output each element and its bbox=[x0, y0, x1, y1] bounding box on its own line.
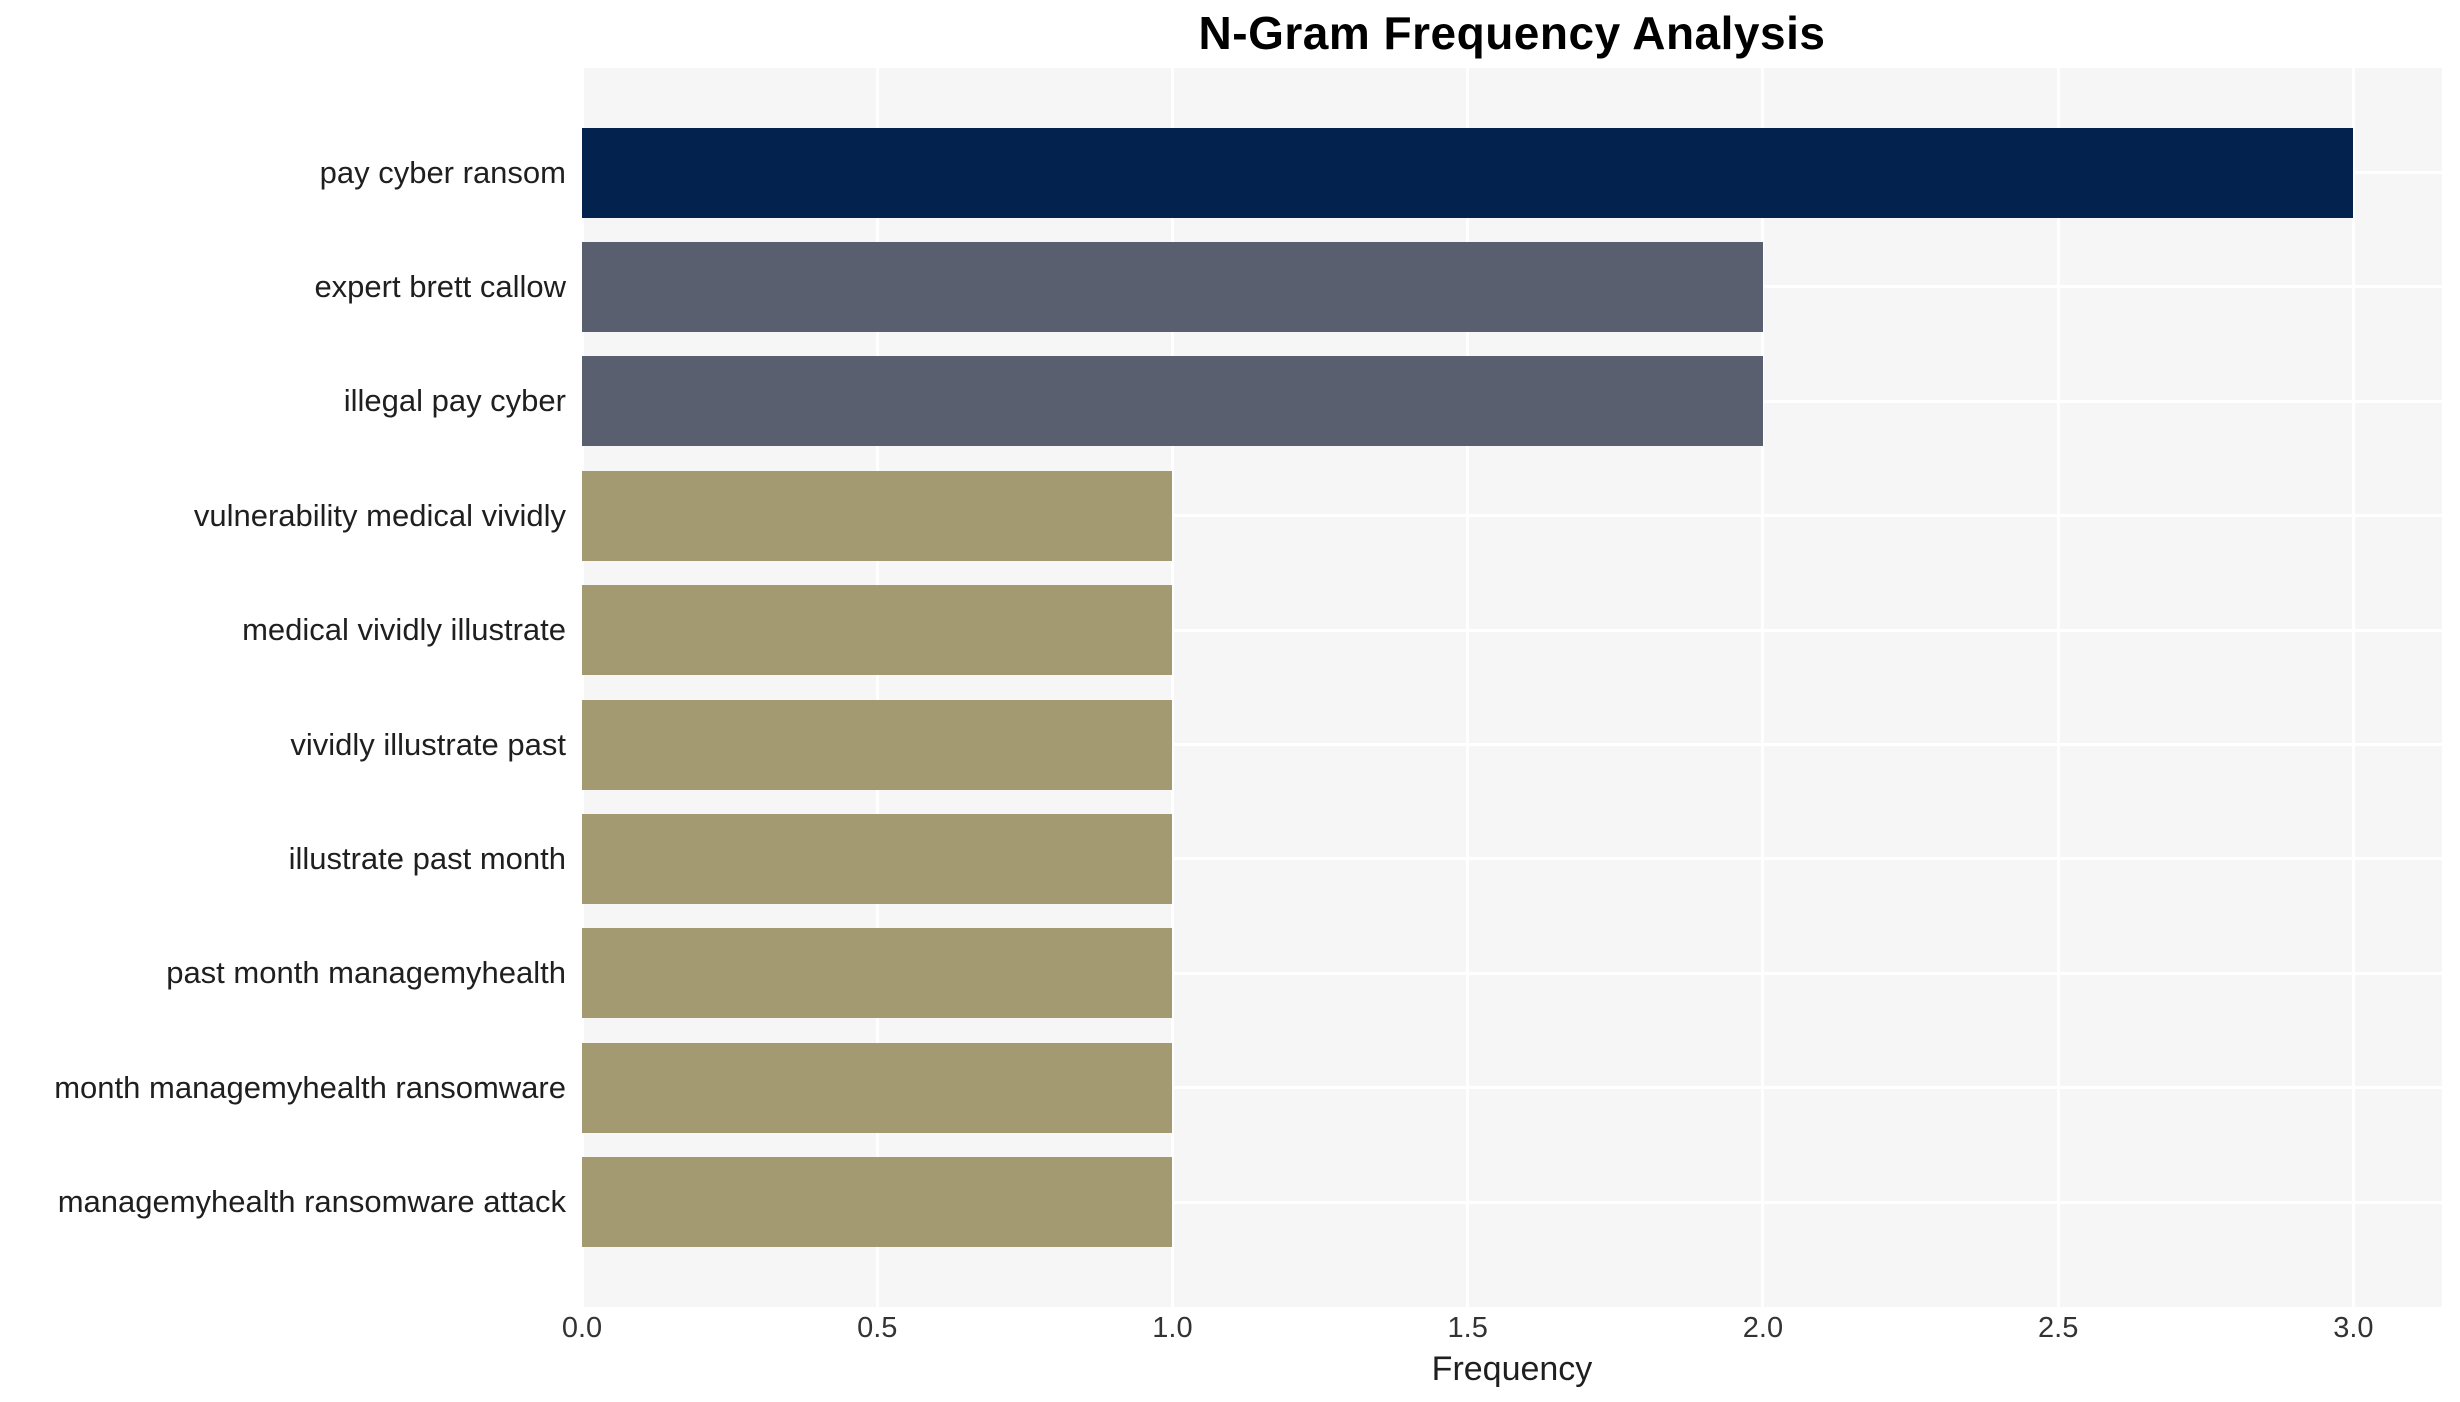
chart-title: N-Gram Frequency Analysis bbox=[1198, 7, 1826, 59]
bar bbox=[582, 813, 1173, 904]
bar bbox=[582, 470, 1173, 561]
gridline-vertical bbox=[580, 68, 584, 1307]
gridline-vertical bbox=[2056, 68, 2060, 1307]
gridline-vertical bbox=[875, 68, 879, 1307]
x-axis-tick-label: 1.0 bbox=[1152, 1312, 1193, 1344]
y-axis-label: pay cyber ransom bbox=[319, 154, 566, 190]
y-axis-label: managemyhealth ransomware attack bbox=[57, 1184, 566, 1220]
y-axis-label: vividly illustrate past bbox=[290, 726, 566, 762]
bar bbox=[582, 928, 1173, 1019]
gridline-horizontal bbox=[582, 628, 2442, 632]
x-axis-tick-label: 2.5 bbox=[2038, 1312, 2079, 1344]
x-axis-tick-label: 3.0 bbox=[2333, 1312, 2374, 1344]
bar bbox=[582, 699, 1173, 790]
y-axis-label: illustrate past month bbox=[288, 840, 566, 876]
gridline-horizontal bbox=[582, 971, 2442, 975]
x-axis-tick-label: 0.5 bbox=[857, 1312, 898, 1344]
y-axis-label: illegal pay cyber bbox=[343, 383, 566, 419]
gridline-horizontal bbox=[582, 1086, 2442, 1090]
gridline-horizontal bbox=[582, 743, 2442, 746]
x-axis-tick-label: 0.0 bbox=[561, 1312, 603, 1344]
x-axis-tick-label: 2.0 bbox=[1742, 1312, 1784, 1344]
y-axis-label: month managemyhealth ransomware bbox=[54, 1069, 566, 1105]
gridline-vertical bbox=[2351, 68, 2355, 1307]
y-axis-label: medical vividly illustrate bbox=[242, 612, 566, 648]
bar bbox=[582, 1157, 1173, 1248]
x-axis-title: Frequency bbox=[1431, 1350, 1593, 1388]
plot-area bbox=[580, 68, 2442, 1307]
gridline-horizontal bbox=[582, 514, 2442, 518]
gridline-vertical bbox=[1761, 68, 1765, 1307]
bar bbox=[582, 585, 1173, 676]
y-axis-labels: pay cyber ransom expert brett callow illeg… bbox=[0, 0, 566, 1402]
y-axis-label: vulnerability medical vividly bbox=[193, 497, 566, 533]
gridline-vertical bbox=[1466, 68, 1470, 1307]
gridline-horizontal bbox=[582, 1200, 2442, 1204]
gridline-vertical bbox=[1170, 68, 1174, 1307]
gridline-horizontal bbox=[582, 857, 2442, 861]
x-axis-tick-label: 1.5 bbox=[1447, 1312, 1488, 1344]
bar bbox=[582, 127, 2354, 218]
bar bbox=[582, 356, 1763, 447]
y-axis-label: past month managemyhealth bbox=[166, 955, 566, 991]
bar bbox=[582, 241, 1763, 332]
y-axis-label: expert brett callow bbox=[314, 268, 566, 304]
bar bbox=[582, 1042, 1173, 1133]
